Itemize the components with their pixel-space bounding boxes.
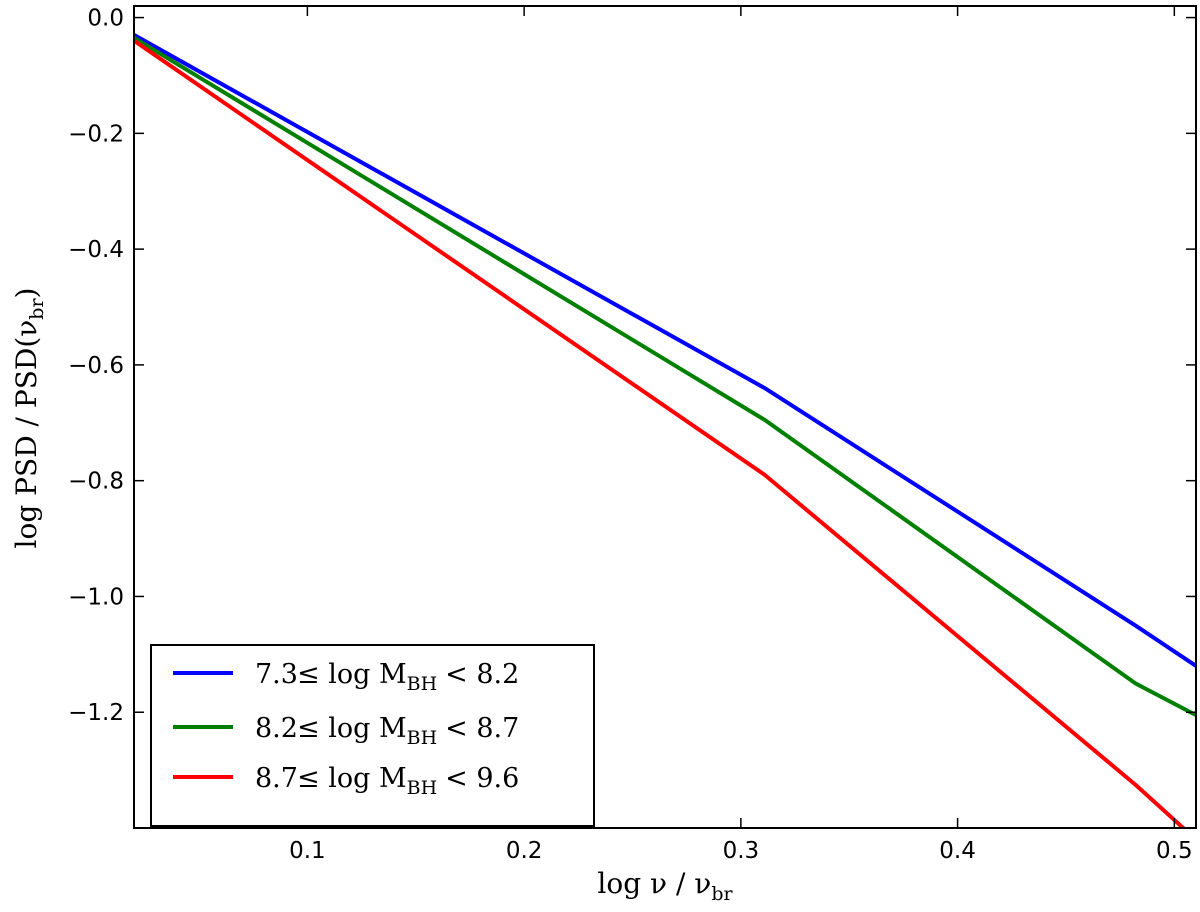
series-line-1 xyxy=(134,36,1196,717)
x-tick-label: 0.2 xyxy=(506,838,543,864)
x-tick-label: 0.1 xyxy=(289,838,326,864)
x-axis-title: log ν / νbr xyxy=(597,867,733,905)
y-tick-label: −1.2 xyxy=(68,700,124,726)
y-tick-label: −0.8 xyxy=(68,469,124,495)
legend-box xyxy=(150,644,595,827)
series-line-2 xyxy=(134,39,1187,828)
y-tick-label: −0.4 xyxy=(68,237,124,263)
y-tick-label: −0.6 xyxy=(68,353,124,379)
y-tick-label: −1.0 xyxy=(68,584,124,610)
legend-label-0: 7.3≤ log MBH < 8.2 xyxy=(255,659,519,695)
x-tick-label: 0.3 xyxy=(723,838,760,864)
tick-layer: 0.1 0.2 0.3 0.4 0.5 0.0 −0.2 −0.4 −0.6 −0.8 −1.0 −1… xyxy=(68,6,1196,864)
legend-label-2: 8.7≤ log MBH < 9.6 xyxy=(255,763,519,799)
y-axis-title: log PSD / PSD(νbr) xyxy=(10,288,48,549)
y-tick-label: 0.0 xyxy=(87,6,124,32)
x-tick-label: 0.4 xyxy=(939,838,976,864)
legend-label-1: 8.2≤ log MBH < 8.7 xyxy=(255,713,519,749)
legend: 7.3≤ log MBH < 8.2 8.2≤ log MBH < 8.7 8.7≤… xyxy=(150,644,595,827)
plot-frame xyxy=(133,5,1197,829)
series-layer xyxy=(134,33,1196,828)
y-tick-label: −0.2 xyxy=(68,121,124,147)
x-tick-label: 0.5 xyxy=(1156,838,1193,864)
series-line-0 xyxy=(134,33,1196,668)
